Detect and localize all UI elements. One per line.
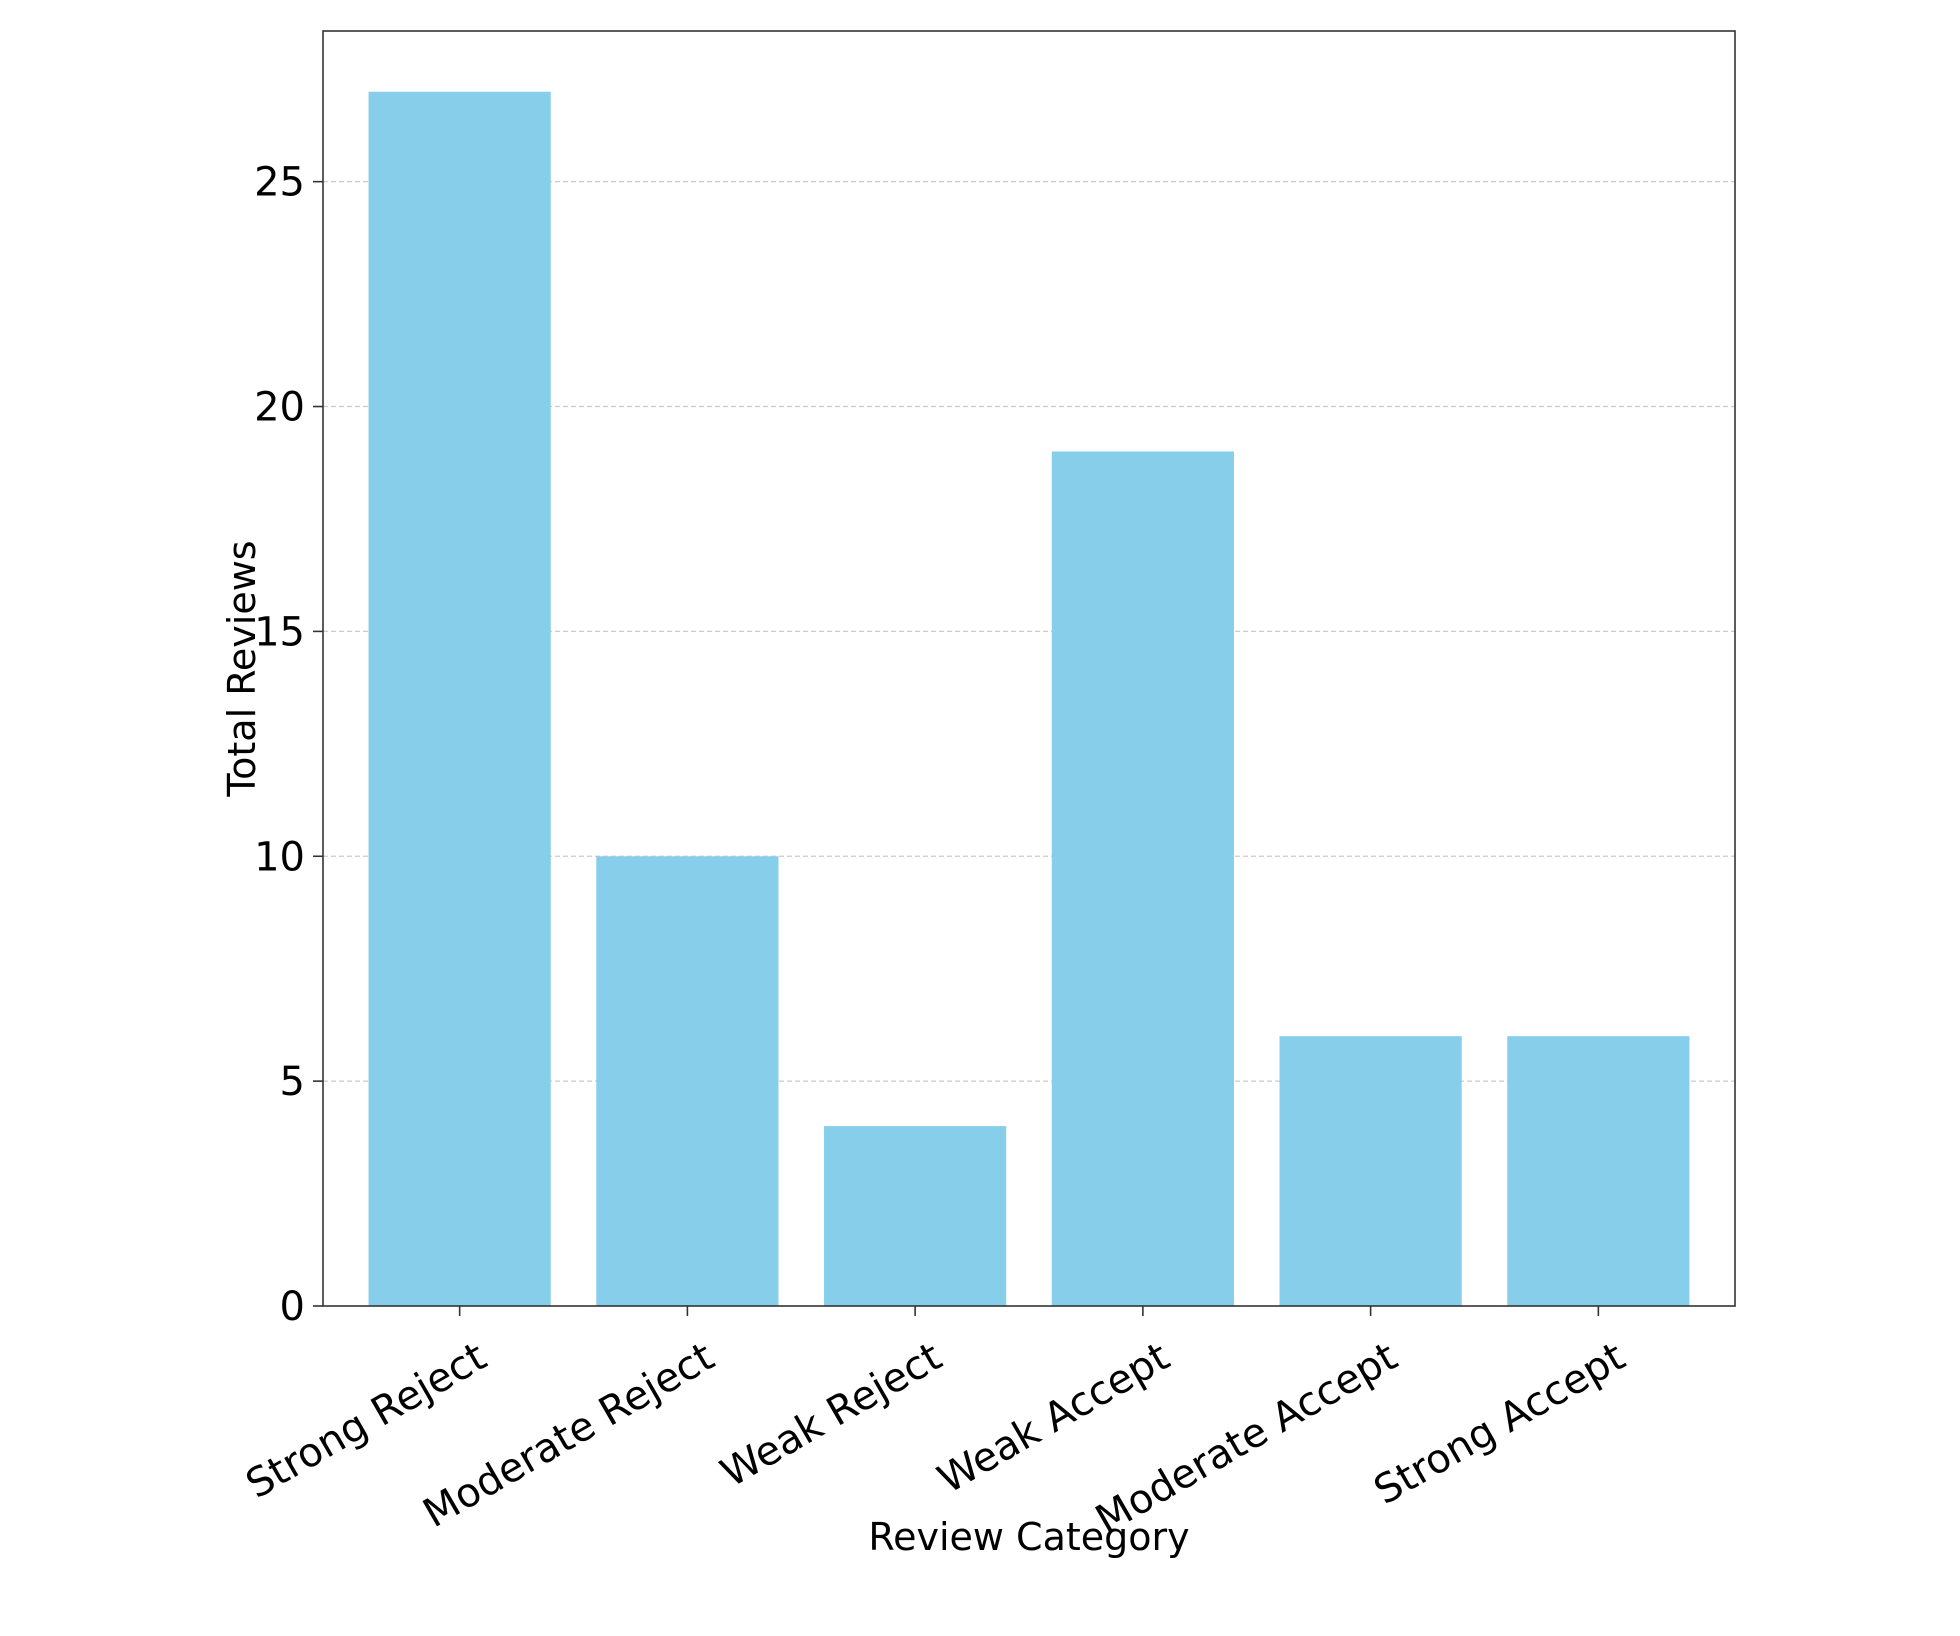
bar (1279, 1036, 1462, 1306)
bar (1051, 451, 1234, 1306)
gridlines (323, 181, 1735, 1082)
y-tick-label: 15 (254, 609, 305, 655)
x-axis-label: Review Category (868, 1515, 1189, 1559)
y-tick-label: 20 (254, 385, 305, 431)
bar (824, 1126, 1007, 1306)
plot-frame (322, 30, 1736, 1307)
y-tick-label: 5 (280, 1059, 305, 1105)
y-tick-label: 0 (280, 1284, 305, 1330)
y-axis-ticks: 0 5 10 15 20 25 (254, 160, 323, 1330)
y-tick-label: 10 (254, 834, 305, 880)
bar (596, 856, 779, 1306)
bar (368, 91, 551, 1307)
x-tick-label: Weak Reject (713, 1334, 949, 1497)
y-axis-label: Total Reviews (220, 540, 264, 797)
bars (368, 91, 1690, 1307)
x-tick-label: Strong Accept (1366, 1334, 1632, 1514)
bar (1507, 1036, 1690, 1306)
y-tick-label: 25 (254, 160, 305, 206)
